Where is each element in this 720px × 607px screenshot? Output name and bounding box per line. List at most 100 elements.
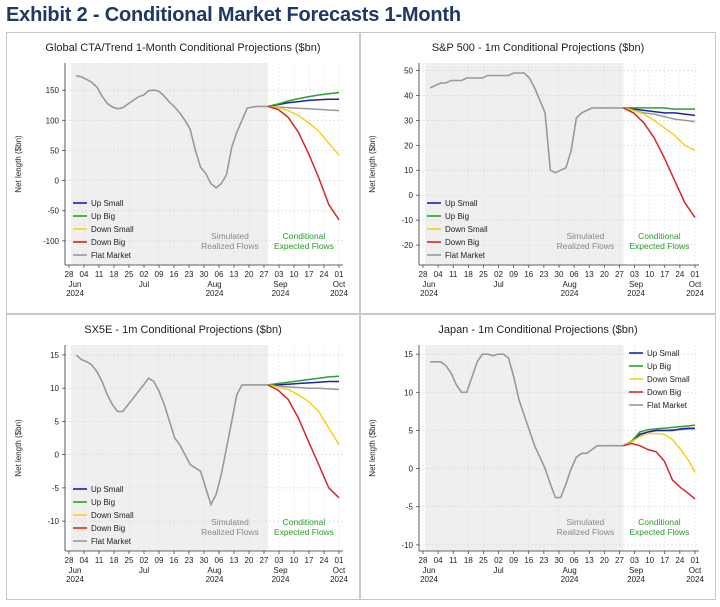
series-line-down-big	[267, 384, 340, 499]
series-line-up-big	[623, 107, 695, 110]
legend-entry: Down Small	[647, 375, 690, 384]
series-line-down-small	[623, 107, 696, 151]
x-tick-label: 03	[630, 556, 639, 565]
x-year-label: 2024	[206, 289, 224, 298]
x-month-label: Oct	[689, 280, 702, 289]
x-tick-label: 24	[320, 556, 329, 565]
x-tick-label: 17	[305, 270, 314, 279]
history-line	[76, 74, 268, 189]
x-tick-label: 09	[509, 270, 518, 279]
x-year-label: 2024	[420, 575, 438, 584]
x-month-label: Oct	[689, 566, 702, 575]
annotation-expected-flows: Expected Flows	[274, 527, 334, 537]
y-axis-label: Net length ($bn)	[14, 135, 23, 193]
x-tick-label: 10	[290, 556, 299, 565]
x-tick-label: 03	[630, 270, 639, 279]
series-line-up-big	[267, 375, 340, 386]
series-line-up-small	[623, 107, 696, 117]
chart-svg: Japan - 1m Conditional Projections ($bn)…	[368, 324, 704, 584]
x-year-label: 2024	[627, 575, 645, 584]
annotation-conditional: Conditional	[638, 517, 681, 527]
x-tick-label: 13	[585, 270, 594, 279]
x-tick-label: 28	[65, 270, 74, 279]
y-tick-label: 15	[404, 350, 413, 359]
x-tick-label: 30	[555, 556, 564, 565]
series-line-down-big	[623, 107, 696, 219]
x-month-label: Jul	[493, 566, 503, 575]
legend-entry: Up Big	[445, 212, 469, 221]
x-month-label: Aug	[562, 280, 576, 289]
y-tick-label: 0	[55, 451, 60, 460]
chart-panel-global-cta: Global CTA/Trend 1-Month Conditional Pro…	[6, 32, 360, 314]
x-tick-label: 30	[555, 270, 564, 279]
x-tick-label: 02	[494, 270, 503, 279]
x-tick-label: 02	[140, 556, 149, 565]
x-tick-label: 09	[155, 270, 164, 279]
y-tick-label: -20	[401, 241, 413, 250]
x-tick-label: 23	[185, 556, 194, 565]
y-tick-label: 0	[409, 191, 414, 200]
x-tick-label: 10	[290, 270, 299, 279]
x-tick-label: 28	[419, 270, 428, 279]
chart-panel-sx5e: SX5E - 1m Conditional Projections ($bn) 2…	[6, 314, 360, 600]
annotation-expected-flows: Expected Flows	[274, 241, 334, 251]
x-year-label: 2024	[330, 575, 348, 584]
x-tick-label: 20	[245, 556, 254, 565]
y-tick-label: 50	[404, 66, 413, 75]
x-tick-label: 16	[524, 270, 533, 279]
exhibit-title: Exhibit 2 - Conditional Market Forecasts…	[6, 4, 461, 26]
x-tick-label: 23	[185, 270, 194, 279]
x-month-label: Jun	[423, 566, 436, 575]
x-tick-label: 18	[110, 270, 119, 279]
series-line-up-big	[623, 424, 696, 447]
x-tick-label: 06	[215, 270, 224, 279]
x-month-label: Oct	[333, 280, 346, 289]
x-tick-label: 25	[125, 556, 134, 565]
x-year-label: 2024	[420, 289, 438, 298]
y-tick-label: -10	[401, 216, 413, 225]
x-year-label: 2024	[561, 575, 579, 584]
x-month-label: Aug	[207, 280, 221, 289]
x-tick-label: 27	[615, 556, 624, 565]
y-tick-label: 40	[404, 91, 413, 100]
x-tick-label: 20	[600, 270, 609, 279]
annotation-realized-flows: Realized Flows	[201, 527, 259, 537]
x-tick-label: 06	[570, 556, 579, 565]
x-tick-label: 24	[320, 270, 329, 279]
x-month-label: Jun	[423, 280, 436, 289]
legend-entry: Flat Market	[91, 537, 132, 546]
chart-title: Japan - 1m Conditional Projections ($bn)	[438, 324, 637, 336]
y-axis-label: Net length ($bn)	[368, 419, 377, 477]
x-tick-label: 20	[600, 556, 609, 565]
x-month-label: Jul	[139, 280, 149, 289]
legend-entry: Up Big	[647, 362, 671, 371]
y-tick-label: -5	[406, 503, 414, 512]
chart-svg: S&P 500 - 1m Conditional Projections ($b…	[368, 42, 704, 298]
chart-svg: SX5E - 1m Conditional Projections ($bn) 2…	[14, 324, 348, 584]
realized-shade	[71, 63, 268, 265]
x-year-label: 2024	[66, 575, 84, 584]
y-axis-label: Net length ($bn)	[368, 135, 377, 193]
x-tick-label: 17	[305, 556, 314, 565]
legend-entry: Flat Market	[445, 251, 486, 260]
x-tick-label: 16	[170, 556, 179, 565]
legend-entry: Up Small	[91, 485, 124, 494]
x-month-label: Sep	[629, 566, 644, 575]
legend-entry: Up Big	[91, 498, 115, 507]
x-tick-label: 23	[539, 270, 548, 279]
realized-shade	[425, 345, 624, 551]
annotation-conditional: Conditional	[283, 231, 326, 241]
x-tick-label: 10	[645, 270, 654, 279]
x-tick-label: 18	[110, 556, 119, 565]
x-tick-label: 16	[524, 556, 533, 565]
x-tick-label: 01	[335, 556, 344, 565]
series-line-down-big	[623, 442, 696, 500]
x-tick-label: 18	[464, 270, 473, 279]
x-tick-label: 27	[615, 270, 624, 279]
x-tick-label: 25	[479, 270, 488, 279]
x-tick-label: 13	[230, 270, 239, 279]
legend-entry: Down Big	[91, 238, 125, 247]
legend-entry: Flat Market	[91, 251, 132, 260]
y-tick-label: -10	[401, 541, 413, 550]
x-tick-label: 23	[539, 556, 548, 565]
